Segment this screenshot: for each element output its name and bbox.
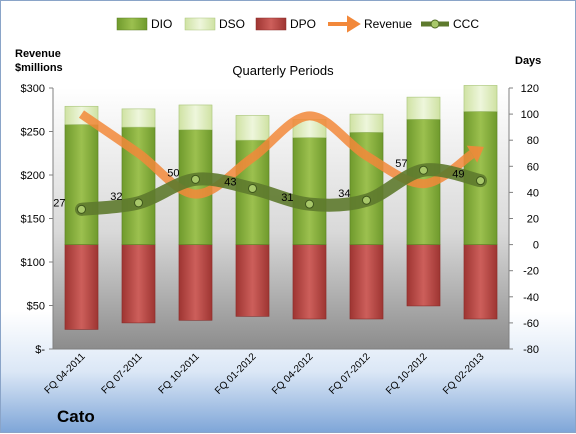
- dpo-bar: [406, 244, 441, 307]
- x-tick-label: FQ 07-2012: [327, 351, 373, 397]
- legend-swatch-dio: [116, 17, 148, 31]
- left-tick-label: $-: [35, 344, 45, 356]
- ccc-marker: [476, 176, 485, 186]
- line-series: 27 32 50 43 31 34 57 49: [53, 110, 487, 216]
- left-axis-title-line1: Revenue: [15, 48, 61, 60]
- ccc-data-label: 27: [53, 197, 65, 209]
- x-tick-label: FQ 02-2013: [441, 351, 487, 397]
- left-tick-label: $250: [21, 127, 45, 139]
- right-tick-label: 20: [527, 214, 539, 226]
- dpo-bar: [349, 244, 384, 320]
- legend-label-dio: DIO: [151, 17, 172, 31]
- legend-swatch-dpo: [255, 17, 287, 31]
- ccc-data-label: 57: [395, 158, 407, 170]
- right-axis-ticks: -80 -60 -40 -20 0 20 40 60 80 100 120: [509, 83, 539, 356]
- left-tick-label: $300: [21, 83, 45, 95]
- right-tick-label: 120: [521, 83, 539, 95]
- right-tick-label: 60: [527, 161, 539, 173]
- right-tick-label: -20: [523, 266, 539, 278]
- left-tick-label: $200: [21, 170, 45, 182]
- ccc-marker: [248, 183, 257, 193]
- ccc-data-label: 49: [452, 169, 464, 181]
- x-tick-label: FQ 01-2012: [213, 351, 259, 397]
- legend-label-ccc: CCC: [453, 17, 479, 31]
- dpo-bar: [463, 244, 498, 320]
- legend: DIO DSO DPO Revenue CCC: [116, 15, 479, 33]
- dio-bar: [64, 124, 99, 245]
- left-tick-label: $100: [21, 257, 45, 269]
- dso-bar: [406, 96, 441, 120]
- dpo-bar: [121, 244, 156, 324]
- dpo-bar: [235, 244, 270, 317]
- legend-label-dso: DSO: [219, 17, 245, 31]
- left-axis-title-line2: $millions: [15, 62, 63, 74]
- ccc-marker: [77, 204, 86, 214]
- dio-bar: [292, 137, 327, 245]
- dso-bar: [235, 115, 270, 141]
- ccc-data-label: 31: [281, 192, 293, 204]
- right-tick-label: 100: [521, 109, 539, 121]
- ccc-marker: [134, 198, 143, 208]
- right-tick-label: 80: [527, 135, 539, 147]
- legend-revenue-arrow-icon: [328, 15, 361, 33]
- right-tick-label: -80: [523, 344, 539, 356]
- revenue-line: [78, 110, 475, 199]
- legend-label-dpo: DPO: [290, 17, 316, 31]
- x-tick-label: FQ 10-2011: [157, 351, 202, 396]
- ccc-data-label: 50: [167, 167, 179, 179]
- dso-bar: [121, 108, 156, 128]
- ccc-data-label: 34: [338, 188, 350, 200]
- left-axis-ticks: $- $50 $100 $150 $200 $250 $300: [21, 83, 53, 356]
- company-name: Cato: [57, 407, 95, 426]
- right-tick-label: 40: [527, 187, 539, 199]
- x-axis-ticks: FQ 04-2011 FQ 07-2011 FQ 10-2011 FQ 01-2012…: [43, 351, 487, 397]
- ccc-marker: [362, 195, 371, 205]
- left-tick-label: $150: [21, 214, 45, 226]
- ccc-marker: [419, 165, 428, 175]
- chart-title: Quarterly Periods: [232, 63, 334, 78]
- ccc-line: [75, 163, 487, 216]
- ccc-marker: [191, 174, 200, 184]
- dso-bar: [349, 113, 384, 133]
- legend-label-revenue: Revenue: [364, 17, 412, 31]
- dpo-bar: [178, 244, 213, 321]
- ccc-marker: [305, 199, 314, 209]
- x-tick-label: FQ 04-2011: [43, 351, 88, 396]
- right-tick-label: 0: [533, 240, 539, 252]
- right-tick-label: -40: [523, 292, 539, 304]
- x-tick-label: FQ 10-2012: [384, 351, 430, 397]
- dpo-bar: [292, 244, 327, 320]
- ccc-data-label: 32: [110, 191, 122, 203]
- dso-bar: [463, 85, 498, 112]
- legend-swatch-dso: [184, 17, 216, 31]
- dpo-bar: [64, 244, 99, 330]
- dso-bar: [178, 104, 213, 131]
- right-axis-title: Days: [515, 55, 541, 67]
- right-tick-label: -60: [523, 318, 539, 330]
- x-tick-label: FQ 07-2011: [100, 351, 145, 396]
- revenue-arrow-icon: [466, 145, 484, 163]
- legend-ccc-marker: [430, 19, 440, 29]
- bar-series: [64, 85, 498, 330]
- ccc-data-label: 43: [224, 176, 236, 188]
- left-tick-label: $50: [27, 301, 45, 313]
- x-tick-label: FQ 04-2012: [270, 351, 316, 397]
